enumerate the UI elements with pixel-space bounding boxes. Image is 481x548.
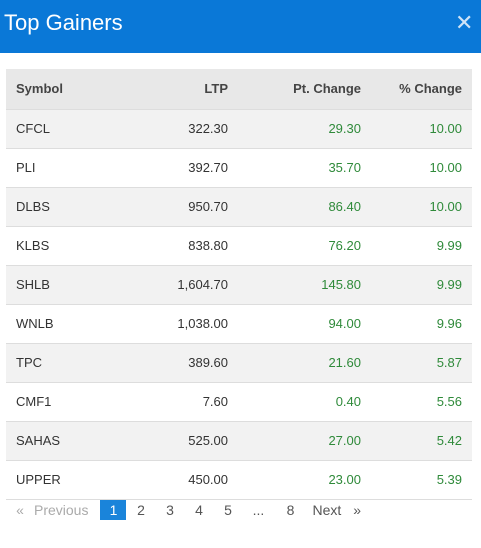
pct-change-cell: 10.00: [371, 148, 472, 188]
pt-change-cell: 29.30: [238, 109, 371, 149]
gainers-table-container: Symbol LTP Pt. Change % Change CFCL 322.…: [6, 69, 472, 500]
pct-change-cell: 10.00: [371, 187, 472, 227]
table-row[interactable]: SAHAS 525.00 27.00 5.42: [6, 421, 472, 461]
pct-change-cell: 9.99: [371, 265, 472, 305]
symbol-cell: TPC: [6, 343, 122, 383]
ltp-cell: 389.60: [122, 343, 238, 383]
symbol-cell: WNLB: [6, 304, 122, 344]
pt-change-cell: 0.40: [238, 382, 371, 422]
ltp-cell: 525.00: [122, 421, 238, 461]
column-header-ltp[interactable]: LTP: [122, 69, 238, 110]
pct-change-cell: 5.39: [371, 460, 472, 500]
ltp-cell: 1,038.00: [122, 304, 238, 344]
column-header-pct-change[interactable]: % Change: [371, 69, 472, 110]
pct-change-cell: 10.00: [371, 109, 472, 149]
close-icon[interactable]: ✕: [455, 10, 474, 35]
pt-change-cell: 94.00: [238, 304, 371, 344]
ltp-cell: 838.80: [122, 226, 238, 266]
pct-change-cell: 5.87: [371, 343, 472, 383]
table-header-row: Symbol LTP Pt. Change % Change: [6, 69, 472, 110]
pt-change-cell: 145.80: [238, 265, 371, 305]
page-button-3[interactable]: 3: [166, 502, 174, 518]
table-row[interactable]: CMF1 7.60 0.40 5.56: [6, 382, 472, 422]
column-header-symbol[interactable]: Symbol: [6, 69, 122, 110]
pct-change-cell: 5.42: [371, 421, 472, 461]
pt-change-cell: 23.00: [238, 460, 371, 500]
pt-change-cell: 86.40: [238, 187, 371, 227]
symbol-cell: SAHAS: [6, 421, 122, 461]
ltp-cell: 7.60: [122, 382, 238, 422]
page-button-8[interactable]: 8: [286, 502, 295, 518]
symbol-cell: PLI: [6, 148, 122, 188]
symbol-cell: SHLB: [6, 265, 122, 305]
pt-change-cell: 27.00: [238, 421, 371, 461]
pagination: « Previous 1 2 3 4 5 ... 8 Next »: [14, 500, 361, 520]
ltp-cell: 950.70: [122, 187, 238, 227]
page-button-4[interactable]: 4: [195, 502, 203, 518]
table-row[interactable]: CFCL 322.30 29.30 10.00: [6, 109, 472, 149]
ltp-cell: 392.70: [122, 148, 238, 188]
table-row[interactable]: KLBS 838.80 76.20 9.99: [6, 226, 472, 266]
pct-change-cell: 9.96: [371, 304, 472, 344]
pt-change-cell: 35.70: [238, 148, 371, 188]
symbol-cell: DLBS: [6, 187, 122, 227]
table-row[interactable]: UPPER 450.00 23.00 5.39: [6, 460, 472, 500]
gainers-table: Symbol LTP Pt. Change % Change CFCL 322.…: [6, 69, 472, 500]
symbol-cell: KLBS: [6, 226, 122, 266]
symbol-cell: CMF1: [6, 382, 122, 422]
table-body: CFCL 322.30 29.30 10.00 PLI 392.70 35.70…: [6, 109, 472, 500]
page-button-5[interactable]: 5: [224, 502, 232, 518]
first-page-icon[interactable]: «: [16, 502, 24, 518]
symbol-cell: UPPER: [6, 460, 122, 500]
page-button-1[interactable]: 1: [100, 500, 127, 520]
ltp-cell: 450.00: [122, 460, 238, 500]
pagination-ellipsis: ...: [252, 502, 265, 518]
ltp-cell: 1,604.70: [122, 265, 238, 305]
modal-title: Top Gainers: [4, 10, 123, 35]
pt-change-cell: 76.20: [238, 226, 371, 266]
last-page-icon[interactable]: »: [353, 502, 362, 518]
table-row[interactable]: WNLB 1,038.00 94.00 9.96: [6, 304, 472, 344]
pct-change-cell: 9.99: [371, 226, 472, 266]
previous-button[interactable]: Previous: [34, 502, 89, 518]
modal-header: Top Gainers ✕: [0, 0, 481, 53]
column-header-pt-change[interactable]: Pt. Change: [238, 69, 371, 110]
table-row[interactable]: PLI 392.70 35.70 10.00: [6, 148, 472, 188]
symbol-cell: CFCL: [6, 109, 122, 149]
ltp-cell: 322.30: [122, 109, 238, 149]
table-row[interactable]: DLBS 950.70 86.40 10.00: [6, 187, 472, 227]
table-row[interactable]: TPC 389.60 21.60 5.87: [6, 343, 472, 383]
page-button-2[interactable]: 2: [137, 502, 145, 518]
pct-change-cell: 5.56: [371, 382, 472, 422]
table-row[interactable]: SHLB 1,604.70 145.80 9.99: [6, 265, 472, 305]
next-button[interactable]: Next: [312, 502, 342, 518]
pt-change-cell: 21.60: [238, 343, 371, 383]
